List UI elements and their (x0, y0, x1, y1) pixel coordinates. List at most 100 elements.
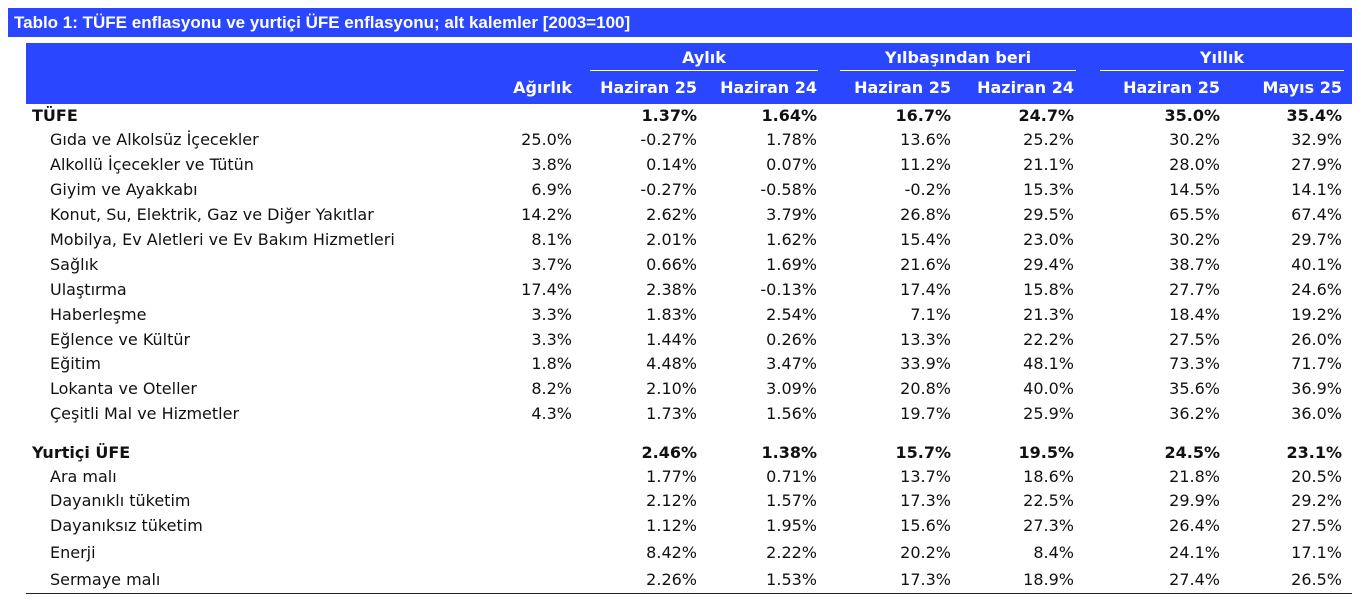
row-label: Çeşitli Mal ve Hizmetler (50, 404, 240, 423)
row-value-col-1: 2.10% (646, 379, 697, 398)
row-value-col-6: 19.2% (1291, 305, 1342, 324)
row-value-col-5: 18.4% (1169, 305, 1220, 324)
row-value-col-4: 8.4% (1033, 543, 1074, 562)
row-value-col-1: -0.27% (640, 130, 697, 149)
row-value-col-2: -0.58% (760, 180, 817, 199)
row-value-col-2: 3.79% (766, 205, 817, 224)
row-value-col-4: 48.1% (1023, 354, 1074, 373)
row-value-col-1: 2.62% (646, 205, 697, 224)
group-header-monthly: Aylık (682, 48, 726, 67)
table-row: Mobilya, Ev Aletleri ve Ev Bakım Hizmetl… (26, 228, 1352, 252)
column-header-annual-jun25: Haziran 25 (1123, 78, 1220, 97)
column-header-weight: Ağırlık (513, 78, 572, 97)
row-value-col-3: 15.4% (900, 230, 951, 249)
row-value-col-2: 2.22% (766, 543, 817, 562)
row-value-col-4: 29.5% (1023, 205, 1074, 224)
table-header-band (26, 43, 1352, 104)
group-underline-monthly (590, 70, 818, 71)
row-value-col-2: 0.07% (766, 155, 817, 174)
row-value-col-5: 30.2% (1169, 130, 1220, 149)
table-row: Eğitim 1.8% 4.48% 3.47% 33.9% 48.1% 73.3% 71.7% (26, 352, 1352, 376)
table-row: Eğlence ve Kültür 3.3% 1.44% 0.26% 13.3% 22.2… (26, 328, 1352, 352)
row-value-col-4: 15.3% (1023, 180, 1074, 199)
row-value-col-5: 38.7% (1169, 255, 1220, 274)
column-header-annual-may25: Mayıs 25 (1262, 78, 1343, 97)
row-value-col-2: -0.13% (760, 280, 817, 299)
group-header-annual: Yıllık (1199, 48, 1245, 67)
row-value-col-5: 28.0% (1169, 155, 1220, 174)
table-row: Konut, Su, Elektrik, Gaz ve Diğer Yakıtl… (26, 203, 1352, 227)
row-value-col-1: 1.12% (646, 516, 697, 535)
row-value-col-0: 3.7% (531, 255, 572, 274)
table-row: Ara malı 1.77% 0.71% 13.7% 18.6% 21.8% 20.5% (26, 465, 1352, 489)
row-value-col-5: 24.1% (1169, 543, 1220, 562)
row-value-col-2: 3.47% (766, 354, 817, 373)
row-value-col-5: 65.5% (1169, 205, 1220, 224)
row-label: TÜFE (32, 106, 78, 125)
row-value-col-5: 35.0% (1164, 106, 1220, 125)
row-value-col-6: 29.7% (1291, 230, 1342, 249)
row-value-col-1: 8.42% (646, 543, 697, 562)
row-value-col-3: 17.4% (900, 280, 951, 299)
row-value-col-2: 2.54% (766, 305, 817, 324)
row-value-col-0: 17.4% (521, 280, 572, 299)
table-row: Alkollü İçecekler ve Tütün 3.8% 0.14% 0.07%… (26, 153, 1352, 177)
row-value-col-3: 7.1% (910, 305, 951, 324)
row-value-col-0 (470, 514, 572, 538)
group-header-ytd: Yılbaşından beri (884, 48, 1032, 67)
row-value-col-5: 24.5% (1164, 443, 1220, 462)
row-value-col-6: 26.0% (1291, 330, 1342, 349)
row-value-col-6: 23.1% (1286, 443, 1342, 462)
row-value-col-0: 6.9% (531, 180, 572, 199)
row-value-col-0 (470, 465, 572, 489)
row-label: Gıda ve Alkolsüz İçecekler (50, 130, 259, 149)
column-header-ytd-jun24: Haziran 24 (977, 78, 1074, 97)
table-row: Çeşitli Mal ve Hizmetler 4.3% 1.73% 1.56% 19… (26, 402, 1352, 426)
group-underline-annual (1100, 70, 1344, 71)
row-value-col-6: 71.7% (1291, 354, 1342, 373)
row-value-col-0: 3.3% (531, 330, 572, 349)
row-label: Giyim ve Ayakkabı (50, 180, 198, 199)
row-value-col-6: 17.1% (1291, 543, 1342, 562)
table-row: Enerji 8.42% 2.22% 20.2% 8.4% 24.1% 17.1% (26, 541, 1352, 565)
row-value-col-3: 16.7% (895, 106, 951, 125)
row-value-col-0 (470, 441, 572, 465)
row-value-col-5: 30.2% (1169, 230, 1220, 249)
row-label: Lokanta ve Oteller (50, 379, 197, 398)
row-value-col-1: 0.14% (646, 155, 697, 174)
row-value-col-1: 1.37% (641, 106, 697, 125)
row-value-col-4: 27.3% (1023, 516, 1074, 535)
row-value-col-3: 13.6% (900, 130, 951, 149)
row-value-col-3: 33.9% (900, 354, 951, 373)
group-underline-ytd (840, 70, 1076, 71)
column-header-ytd-jun25: Haziran 25 (854, 78, 951, 97)
column-header-monthly-jun24: Haziran 24 (720, 78, 817, 97)
row-value-col-5: 27.4% (1169, 570, 1220, 589)
row-value-col-1: 1.77% (646, 467, 697, 486)
row-value-col-6: 27.9% (1291, 155, 1342, 174)
row-value-col-6: 67.4% (1291, 205, 1342, 224)
row-value-col-4: 18.9% (1023, 570, 1074, 589)
row-value-col-0: 14.2% (521, 205, 572, 224)
row-value-col-4: 22.2% (1023, 330, 1074, 349)
row-value-col-3: 26.8% (900, 205, 951, 224)
row-label: Enerji (50, 543, 96, 562)
row-value-col-3: 17.3% (900, 570, 951, 589)
row-label: Mobilya, Ev Aletleri ve Ev Bakım Hizmetl… (50, 230, 395, 249)
row-value-col-2: 1.95% (766, 516, 817, 535)
row-value-col-1: 2.46% (641, 443, 697, 462)
row-value-col-0: 4.3% (531, 404, 572, 423)
row-value-col-3: 15.6% (900, 516, 951, 535)
row-value-col-6: 26.5% (1291, 570, 1342, 589)
table-row: Sermaye malı 2.26% 1.53% 17.3% 18.9% 27.4% 26.… (26, 568, 1352, 592)
row-value-col-5: 29.9% (1169, 491, 1220, 510)
row-value-col-3: 13.3% (900, 330, 951, 349)
row-value-col-0: 3.8% (531, 155, 572, 174)
row-value-col-3: 21.6% (900, 255, 951, 274)
column-header-monthly-jun25: Haziran 25 (600, 78, 697, 97)
table-row: TÜFE 1.37% 1.64% 16.7% 24.7% 35.0% 35.4% (26, 104, 1352, 128)
row-value-col-6: 35.4% (1286, 106, 1342, 125)
row-label: Dayanıklı tüketim (50, 491, 191, 510)
table-row: Lokanta ve Oteller 8.2% 2.10% 3.09% 20.8% 40.… (26, 377, 1352, 401)
row-label: Alkollü İçecekler ve Tütün (50, 155, 254, 174)
